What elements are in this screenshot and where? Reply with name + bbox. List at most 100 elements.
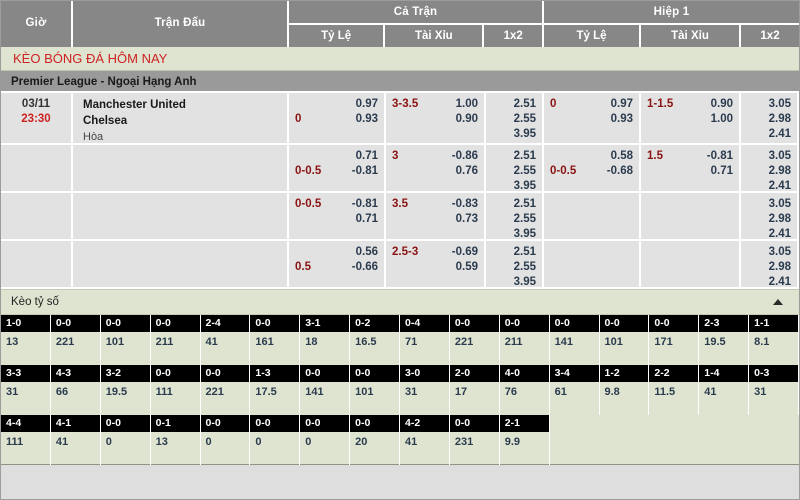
correct-score-label: 3-1 — [300, 315, 350, 332]
full-rate-cell[interactable]: 0.56 0.5 -0.66 — [289, 241, 386, 287]
half-1x2-cell[interactable]: 3.05 2.98 2.41 — [741, 93, 799, 143]
correct-score-cell[interactable]: 0-0 231 — [449, 415, 500, 465]
correct-score-cell[interactable]: 3-4 61 — [549, 365, 600, 415]
full-1x2-cell[interactable]: 2.51 2.55 3.95 — [486, 193, 544, 240]
half-overunder-cell[interactable]: 1.5 -0.81 0.71 — [641, 145, 741, 191]
full-overunder-cell[interactable]: 3 -0.86 0.76 — [386, 145, 486, 191]
full-rate-cell-handicap-alt: 0-0.5 — [295, 165, 322, 177]
half-1x2-cell[interactable]: 3.05 2.98 2.41 — [741, 241, 799, 288]
correct-score-cell[interactable]: 2-4 41 — [200, 315, 251, 365]
correct-score-cell[interactable]: 0-0 221 — [50, 315, 101, 365]
correct-score-cell[interactable]: 4-3 66 — [50, 365, 101, 415]
full-1x2-cell[interactable]: 2.51 2.55 3.95 — [486, 241, 544, 288]
full-overunder-cell-handicap: 2.5-3 — [392, 246, 419, 258]
correct-score-cell[interactable]: 0-0 161 — [250, 315, 301, 365]
correct-score-cell[interactable]: 0-0 141 — [549, 315, 600, 365]
half-overunder-cell-value-1: -0.81 — [706, 150, 733, 162]
correct-score-cell[interactable]: 0-0 211 — [499, 315, 550, 365]
correct-score-cell[interactable]: 1-3 17.5 — [250, 365, 301, 415]
full-rate-cell[interactable]: 0.71 0-0.5 -0.81 — [289, 145, 386, 191]
correct-score-cell[interactable]: 4-4 111 — [1, 415, 51, 465]
correct-score-cell[interactable]: 0-0 221 — [449, 315, 500, 365]
correct-score-cell[interactable]: 0-0 101 — [599, 315, 650, 365]
correct-score-cell[interactable]: 1-4 41 — [699, 365, 750, 415]
full-1x2-cell-value-3: 3.95 — [513, 180, 536, 192]
correct-score-cell[interactable]: 1-2 9.8 — [599, 365, 650, 415]
correct-score-cell[interactable]: 0-0 101 — [100, 315, 151, 365]
correct-score-cell[interactable]: 3-1 18 — [300, 315, 351, 365]
correct-score-cell[interactable]: 0-0 171 — [649, 315, 700, 365]
half-overunder-cell[interactable]: 1-1.5 0.90 1.00 — [641, 93, 741, 143]
correct-score-label: 4-3 — [50, 365, 100, 382]
correct-score-label — [549, 415, 600, 432]
home-team-name: Manchester United — [83, 99, 186, 111]
full-overunder-cell[interactable]: 3.5 -0.83 0.73 — [386, 193, 486, 239]
correct-score-cell[interactable]: 0-0 0 — [100, 415, 151, 465]
correct-score-cell-empty — [599, 415, 650, 465]
half-1x2-cell[interactable]: 3.05 2.98 2.41 — [741, 193, 799, 240]
column-header-full-overunder: Tài Xỉu — [385, 25, 485, 47]
half-rate-cell[interactable] — [544, 193, 641, 239]
correct-score-cell[interactable]: 0-0 101 — [350, 365, 400, 415]
correct-score-cell[interactable]: 0-4 71 — [400, 315, 450, 365]
correct-score-cell[interactable]: 0-0 111 — [150, 365, 201, 415]
correct-score-section-header[interactable]: Kèo tỷ số — [1, 289, 799, 315]
full-1x2-cell-value-2: 2.55 — [513, 213, 536, 225]
correct-score-cell[interactable]: 4-1 41 — [50, 415, 101, 465]
correct-score-odd — [649, 432, 700, 465]
correct-score-cell[interactable]: 0-0 0 — [300, 415, 351, 465]
correct-score-odd: 66 — [50, 382, 100, 415]
correct-score-odd: 221 — [200, 382, 250, 415]
half-overunder-cell[interactable] — [641, 193, 741, 239]
triangle-up-icon[interactable] — [773, 299, 783, 305]
half-1x2-cell-value-1: 3.05 — [768, 98, 791, 110]
correct-score-odd: 141 — [300, 382, 350, 415]
full-1x2-cell[interactable]: 2.51 2.55 3.95 — [486, 93, 544, 143]
correct-score-cell[interactable]: 0-0 20 — [350, 415, 400, 465]
half-rate-cell[interactable]: 0.58 0-0.5 -0.68 — [544, 145, 641, 191]
correct-score-cell[interactable]: 0-2 16.5 — [350, 315, 400, 365]
full-rate-cell[interactable]: 0.97 0 0.93 — [289, 93, 386, 143]
half-rate-cell[interactable]: 0 0.97 0.93 — [544, 93, 641, 143]
correct-score-cell[interactable]: 0-0 0 — [200, 415, 251, 465]
match-teams-cell[interactable]: Manchester United Chelsea Hòa — [73, 93, 289, 143]
correct-score-cell[interactable]: 2-0 17 — [449, 365, 500, 415]
correct-score-cell[interactable]: 3-3 31 — [1, 365, 51, 415]
correct-score-cell[interactable]: 3-0 31 — [400, 365, 450, 415]
correct-score-cell[interactable]: 4-0 76 — [499, 365, 550, 415]
correct-score-odd: 171 — [649, 332, 699, 365]
correct-score-cell[interactable]: 1-0 13 — [1, 315, 51, 365]
column-header-half-rate: Tỷ Lệ — [544, 25, 641, 47]
correct-score-label: 4-2 — [400, 415, 449, 432]
correct-score-cell[interactable]: 2-2 11.5 — [649, 365, 700, 415]
correct-score-cell[interactable]: 0-0 221 — [200, 365, 251, 415]
correct-score-cell[interactable]: 2-1 9.9 — [499, 415, 550, 465]
half-rate-cell-handicap: 0 — [550, 98, 557, 110]
league-header[interactable]: Premier League - Ngoại Hạng Anh — [1, 71, 799, 93]
full-rate-cell[interactable]: 0-0.5 -0.81 0.71 — [289, 193, 386, 239]
full-1x2-cell[interactable]: 2.51 2.55 3.95 — [486, 145, 544, 192]
full-1x2-cell-value-1: 2.51 — [513, 246, 536, 258]
full-overunder-cell[interactable]: 2.5-3 -0.69 0.59 — [386, 241, 486, 287]
correct-score-odd: 20 — [350, 432, 399, 465]
half-1x2-cell[interactable]: 3.05 2.98 2.41 — [741, 145, 799, 192]
correct-score-cell[interactable]: 4-2 41 — [400, 415, 450, 465]
correct-score-cell[interactable]: 2-3 19.5 — [699, 315, 750, 365]
correct-score-cell[interactable]: 0-0 211 — [150, 315, 201, 365]
half-rate-cell[interactable] — [544, 241, 641, 287]
correct-score-odd: 13 — [1, 332, 50, 365]
correct-score-cell[interactable]: 0-0 0 — [250, 415, 301, 465]
correct-score-cell[interactable]: 0-0 141 — [300, 365, 351, 415]
correct-score-label: 0-0 — [100, 415, 150, 432]
correct-score-label: 0-0 — [150, 365, 200, 382]
full-overunder-cell[interactable]: 3-3.5 1.00 0.90 — [386, 93, 486, 143]
correct-score-cell[interactable]: 3-2 19.5 — [100, 365, 151, 415]
column-group-first-half: Hiệp 1 Tỷ Lệ Tài Xỉu 1x2 — [544, 1, 799, 47]
correct-score-cell[interactable]: 1-1 8.1 — [749, 315, 799, 365]
correct-score-title: Kèo tỷ số — [11, 296, 59, 308]
correct-score-cell[interactable]: 0-1 13 — [150, 415, 201, 465]
half-overunder-cell[interactable] — [641, 241, 741, 287]
correct-score-cell[interactable]: 0-3 31 — [749, 365, 799, 415]
correct-score-label: 1-1 — [749, 315, 798, 332]
